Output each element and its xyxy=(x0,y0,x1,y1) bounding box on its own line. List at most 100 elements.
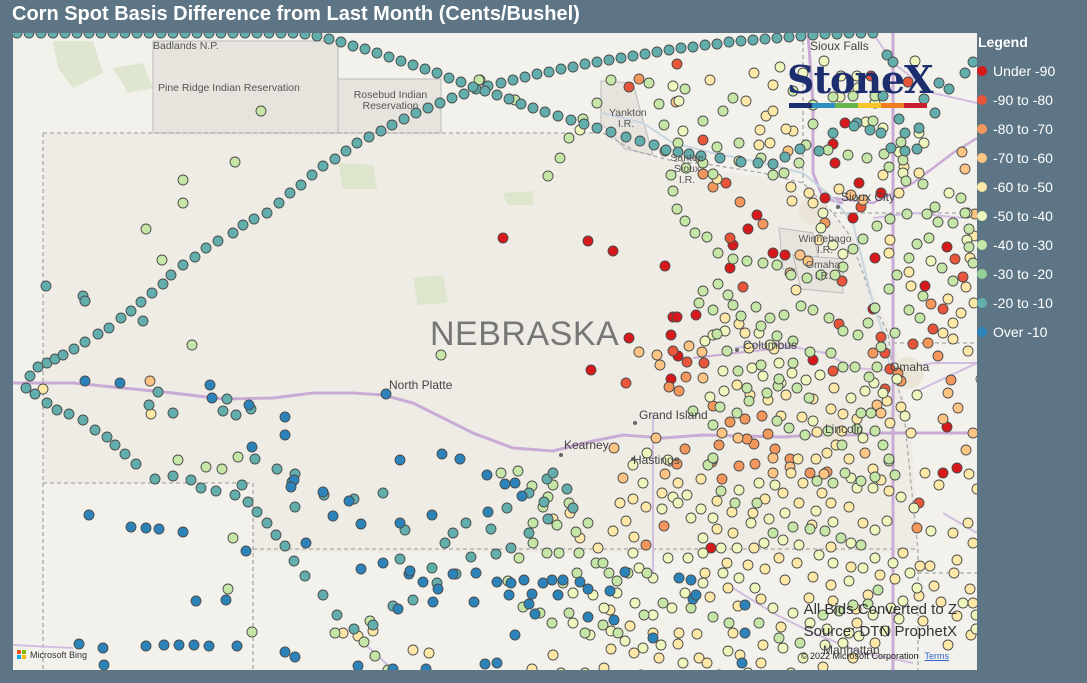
bid-point[interactable] xyxy=(736,657,748,669)
bid-point[interactable] xyxy=(671,203,683,215)
bid-point[interactable] xyxy=(617,472,629,484)
bid-point[interactable] xyxy=(761,387,773,399)
bid-point[interactable] xyxy=(967,56,977,68)
bid-point[interactable] xyxy=(749,582,761,594)
bid-point[interactable] xyxy=(720,177,732,189)
bid-point[interactable] xyxy=(836,425,848,437)
bid-point[interactable] xyxy=(673,627,685,639)
bid-point[interactable] xyxy=(970,623,977,635)
bid-point[interactable] xyxy=(217,405,229,417)
bid-point[interactable] xyxy=(699,567,711,579)
bid-point[interactable] xyxy=(501,502,513,514)
bid-point[interactable] xyxy=(279,429,291,441)
bid-point[interactable] xyxy=(942,387,954,399)
bid-point[interactable] xyxy=(143,33,155,39)
bid-point[interactable] xyxy=(793,157,805,169)
bid-point[interactable] xyxy=(883,453,895,465)
bid-point[interactable] xyxy=(757,639,769,651)
bid-point[interactable] xyxy=(527,517,539,529)
bid-point[interactable] xyxy=(893,613,905,625)
bid-point[interactable] xyxy=(59,33,71,39)
bid-point[interactable] xyxy=(29,388,41,400)
bid-point[interactable] xyxy=(783,422,795,434)
bid-point[interactable] xyxy=(240,545,252,557)
bid-point[interactable] xyxy=(190,595,202,607)
bid-point[interactable] xyxy=(697,547,709,559)
bid-point[interactable] xyxy=(951,610,963,622)
bid-point[interactable] xyxy=(948,567,960,579)
bid-point[interactable] xyxy=(739,413,751,425)
bid-point[interactable] xyxy=(792,453,804,465)
bid-point[interactable] xyxy=(913,167,925,179)
bid-point[interactable] xyxy=(565,114,577,126)
bid-point[interactable] xyxy=(426,509,438,521)
bid-point[interactable] xyxy=(680,162,692,174)
bid-point[interactable] xyxy=(125,305,137,317)
bid-point[interactable] xyxy=(695,150,707,162)
bid-point[interactable] xyxy=(650,432,662,444)
bid-point[interactable] xyxy=(833,183,845,195)
bid-point[interactable] xyxy=(263,33,275,39)
bid-point[interactable] xyxy=(755,359,767,371)
bid-point[interactable] xyxy=(89,424,101,436)
bid-point[interactable] xyxy=(398,113,410,125)
bid-point[interactable] xyxy=(785,269,797,281)
bid-point[interactable] xyxy=(837,408,849,420)
bid-point[interactable] xyxy=(777,642,789,654)
bid-point[interactable] xyxy=(739,599,751,611)
bid-point[interactable] xyxy=(221,393,233,405)
bid-point[interactable] xyxy=(748,67,760,79)
bid-point[interactable] xyxy=(847,212,859,224)
bid-point[interactable] xyxy=(956,146,968,158)
bid-point[interactable] xyxy=(523,527,535,539)
bid-point[interactable] xyxy=(889,327,901,339)
bid-point[interactable] xyxy=(767,169,779,181)
bid-point[interactable] xyxy=(231,640,243,652)
bid-point[interactable] xyxy=(799,429,811,441)
bid-point[interactable] xyxy=(95,33,107,39)
bid-point[interactable] xyxy=(968,297,977,309)
bid-point[interactable] xyxy=(191,33,203,39)
bid-point[interactable] xyxy=(585,364,597,376)
bid-point[interactable] xyxy=(778,167,790,179)
bid-point[interactable] xyxy=(394,553,406,565)
bid-point[interactable] xyxy=(855,539,867,551)
bid-point[interactable] xyxy=(503,93,515,105)
bid-point[interactable] xyxy=(929,201,941,213)
bid-point[interactable] xyxy=(963,468,975,480)
bid-point[interactable] xyxy=(719,312,731,324)
legend-item[interactable]: -70 to -60 xyxy=(977,143,1087,172)
bid-point[interactable] xyxy=(945,374,957,386)
bid-point[interactable] xyxy=(455,76,467,88)
bid-point[interactable] xyxy=(753,617,765,629)
bid-point[interactable] xyxy=(427,596,439,608)
bid-point[interactable] xyxy=(794,637,806,649)
bid-point[interactable] xyxy=(780,389,792,401)
bid-point[interactable] xyxy=(729,497,741,509)
bid-point[interactable] xyxy=(779,574,791,586)
bid-point[interactable] xyxy=(673,385,685,397)
bid-point[interactable] xyxy=(704,591,716,603)
bid-point[interactable] xyxy=(287,33,299,39)
bid-point[interactable] xyxy=(767,158,779,170)
bid-point[interactable] xyxy=(152,386,164,398)
bid-point[interactable] xyxy=(804,467,816,479)
bid-point[interactable] xyxy=(711,523,723,535)
bid-point[interactable] xyxy=(711,141,723,153)
bid-point[interactable] xyxy=(347,40,359,52)
bid-point[interactable] xyxy=(829,157,841,169)
legend-item[interactable]: -90 to -80 xyxy=(977,85,1087,114)
bid-point[interactable] xyxy=(767,105,779,117)
bid-point[interactable] xyxy=(903,304,915,316)
bid-point[interactable] xyxy=(567,587,579,599)
bid-point[interactable] xyxy=(804,617,816,629)
bid-point[interactable] xyxy=(877,439,889,451)
bid-point[interactable] xyxy=(774,61,786,73)
bid-point[interactable] xyxy=(827,127,839,139)
bid-point[interactable] xyxy=(851,423,863,435)
bid-point[interactable] xyxy=(697,134,709,146)
bid-point[interactable] xyxy=(795,33,807,42)
bid-point[interactable] xyxy=(872,584,884,596)
bid-point[interactable] xyxy=(794,249,806,261)
bid-point[interactable] xyxy=(862,598,874,610)
